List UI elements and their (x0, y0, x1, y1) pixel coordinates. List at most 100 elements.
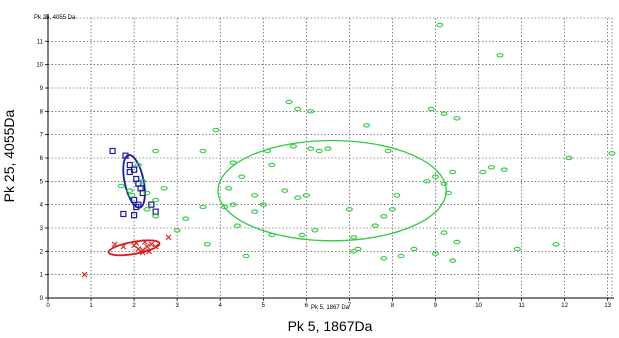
ellipse-point (199, 204, 207, 210)
y-tick-label: 2 (40, 249, 44, 255)
cross-group-ellipse (107, 239, 161, 257)
ellipse-point (285, 99, 293, 105)
ellipse-point (384, 148, 392, 154)
ellipse-point (380, 256, 388, 261)
ellipse-point (233, 223, 241, 228)
cross-point (133, 240, 140, 247)
cross-point (165, 234, 172, 241)
ellipse-point (449, 258, 457, 263)
y-tick-label: 6 (40, 156, 44, 162)
y-tick-label: 9 (40, 86, 44, 92)
ellipse-point (281, 188, 289, 193)
ellipse-point (225, 186, 233, 191)
ellipse-point (500, 167, 508, 172)
x-tick-label: 5 (262, 303, 266, 309)
ellipse-point (371, 223, 379, 228)
x-tick-label: 1 (89, 303, 93, 309)
ellipse-point (565, 155, 573, 161)
cross-point (148, 241, 155, 248)
ellipse-point (173, 228, 181, 233)
ellipse-point (152, 214, 160, 219)
ellipse-point (182, 216, 190, 221)
ellipse-point (139, 179, 147, 184)
ellipse-point (388, 207, 396, 212)
y-tick-label: 3 (40, 226, 44, 232)
ellipse-point (397, 253, 405, 259)
y-axis-title: Pk 25, 4055Da (1, 109, 17, 202)
data-points (81, 22, 616, 278)
y-tick-label: 11 (37, 39, 44, 45)
ellipse-point (229, 202, 237, 207)
ellipse-point (440, 181, 448, 186)
x-tick-label: 2 (132, 303, 136, 309)
cross-point (146, 248, 153, 255)
ellipse-point (487, 165, 496, 170)
x-tick-label: 6 (305, 303, 309, 309)
x-tick-label: 3 (175, 303, 179, 309)
ellipse-point (220, 204, 229, 210)
ellipse-point (449, 169, 457, 175)
square-point (109, 147, 116, 155)
ellipse-point (393, 193, 401, 198)
y-tick-label: 0 (40, 296, 44, 302)
ellipse-point (307, 109, 315, 114)
cross-point (139, 249, 146, 256)
y-tick-label: 5 (40, 179, 44, 185)
ellipse-point (117, 183, 125, 189)
square-point (139, 189, 146, 197)
ellipse-point (251, 209, 259, 214)
ellipse-point (134, 162, 142, 168)
ellipse-point (350, 249, 358, 254)
square-point (131, 166, 138, 173)
ellipse-point (345, 207, 353, 212)
ellipse-point (444, 190, 452, 196)
ellipse-group-ellipse (217, 139, 447, 242)
y-tick-label: 7 (40, 133, 44, 139)
ellipse-point (143, 190, 151, 196)
ellipse-point (212, 127, 220, 133)
y-tick-label: 1 (40, 273, 44, 279)
ellipse-point (289, 144, 297, 149)
ellipse-point (126, 188, 134, 193)
ellipse-point (436, 22, 444, 28)
ellipse-point (302, 193, 310, 198)
cross-point (135, 246, 142, 252)
ellipse-point (259, 202, 267, 207)
square-point (126, 161, 133, 169)
x-tick-label: 11 (518, 303, 525, 309)
ellipse-point (294, 195, 302, 200)
ellipse-point (608, 151, 616, 156)
ellipse-point (380, 214, 388, 219)
cross-point (144, 243, 150, 250)
square-point (148, 201, 155, 208)
ellipse-point (152, 197, 160, 203)
ellipse-point (203, 242, 211, 247)
ellipse-point (251, 193, 259, 198)
ellipse-point (294, 106, 302, 112)
ellipse-point (199, 148, 207, 154)
ellipse-point (552, 242, 560, 247)
ellipse-point (264, 148, 272, 154)
square-point (131, 196, 138, 204)
x-tick-label: 13 (604, 303, 611, 309)
ellipse-point (496, 53, 504, 58)
x-tick-label: 9 (434, 303, 438, 309)
ellipse-point (350, 235, 358, 240)
ellipse-point (268, 232, 276, 238)
ellipse-point (453, 239, 461, 245)
ellipse-point (431, 251, 440, 256)
ellipse-point (440, 111, 448, 116)
grid-layer (48, 17, 613, 298)
cross-point (111, 241, 118, 248)
cross-point (139, 247, 146, 254)
ellipse-point (315, 148, 323, 154)
x-tick-label: 10 (475, 303, 482, 309)
cross-point (120, 243, 127, 250)
inner-x-axis-label: Pk 5, 1867 Da (311, 305, 350, 311)
square-point (122, 152, 129, 159)
ellipse-point (143, 207, 151, 212)
ellipse-point (152, 148, 160, 154)
ellipse-point (410, 246, 418, 252)
ellipse-point (311, 228, 319, 233)
